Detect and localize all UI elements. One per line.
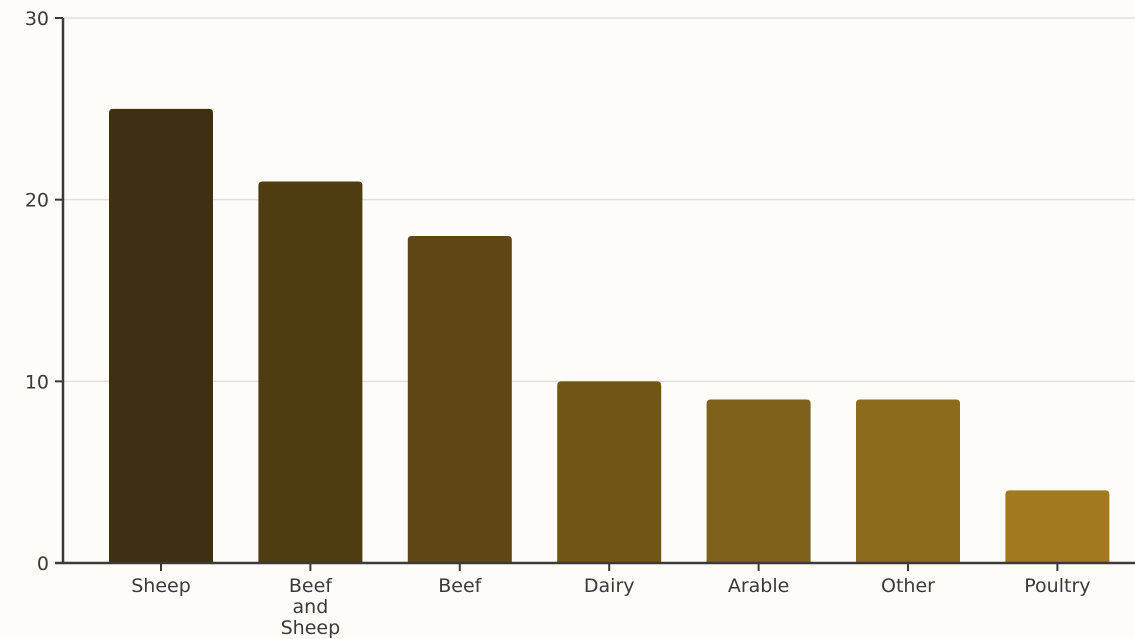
x-tick-label-line: Beef xyxy=(438,575,482,597)
x-tick-label-line: Poultry xyxy=(1024,575,1090,597)
y-tick-label: 0 xyxy=(37,553,49,575)
x-tick-label-line: Other xyxy=(881,575,935,597)
bar xyxy=(407,236,512,563)
x-tick-label: Poultry xyxy=(1024,575,1090,597)
x-tick-label: Arable xyxy=(728,575,789,597)
x-tick-label-line: Beef xyxy=(289,575,333,597)
x-tick-label: Beef and Sheep xyxy=(281,575,341,639)
axes xyxy=(55,18,1135,565)
x-tick-label: Dairy xyxy=(584,575,635,597)
gridlines xyxy=(63,17,1135,383)
bar xyxy=(258,181,363,563)
bar xyxy=(1005,490,1110,563)
x-tick-label-line: Sheep xyxy=(131,575,191,597)
x-tick-label-line: Dairy xyxy=(584,575,635,597)
y-ticks: 0 10 20 30 xyxy=(25,8,63,575)
x-tick-label: Beef xyxy=(438,575,482,597)
x-tick-label: Sheep xyxy=(131,575,191,597)
x-tick-label-line: Arable xyxy=(728,575,789,597)
bar xyxy=(557,381,662,563)
bar xyxy=(109,108,213,563)
x-tick-label-line: and xyxy=(293,596,329,618)
x-tick-label: Other xyxy=(881,575,935,597)
bar xyxy=(706,399,811,563)
y-tick-label: 10 xyxy=(25,371,49,393)
x-tick-label-line: Sheep xyxy=(281,617,341,639)
y-tick-label: 30 xyxy=(25,8,49,30)
bars xyxy=(109,108,1110,563)
y-tick-label: 20 xyxy=(25,190,49,212)
bar xyxy=(856,399,960,563)
